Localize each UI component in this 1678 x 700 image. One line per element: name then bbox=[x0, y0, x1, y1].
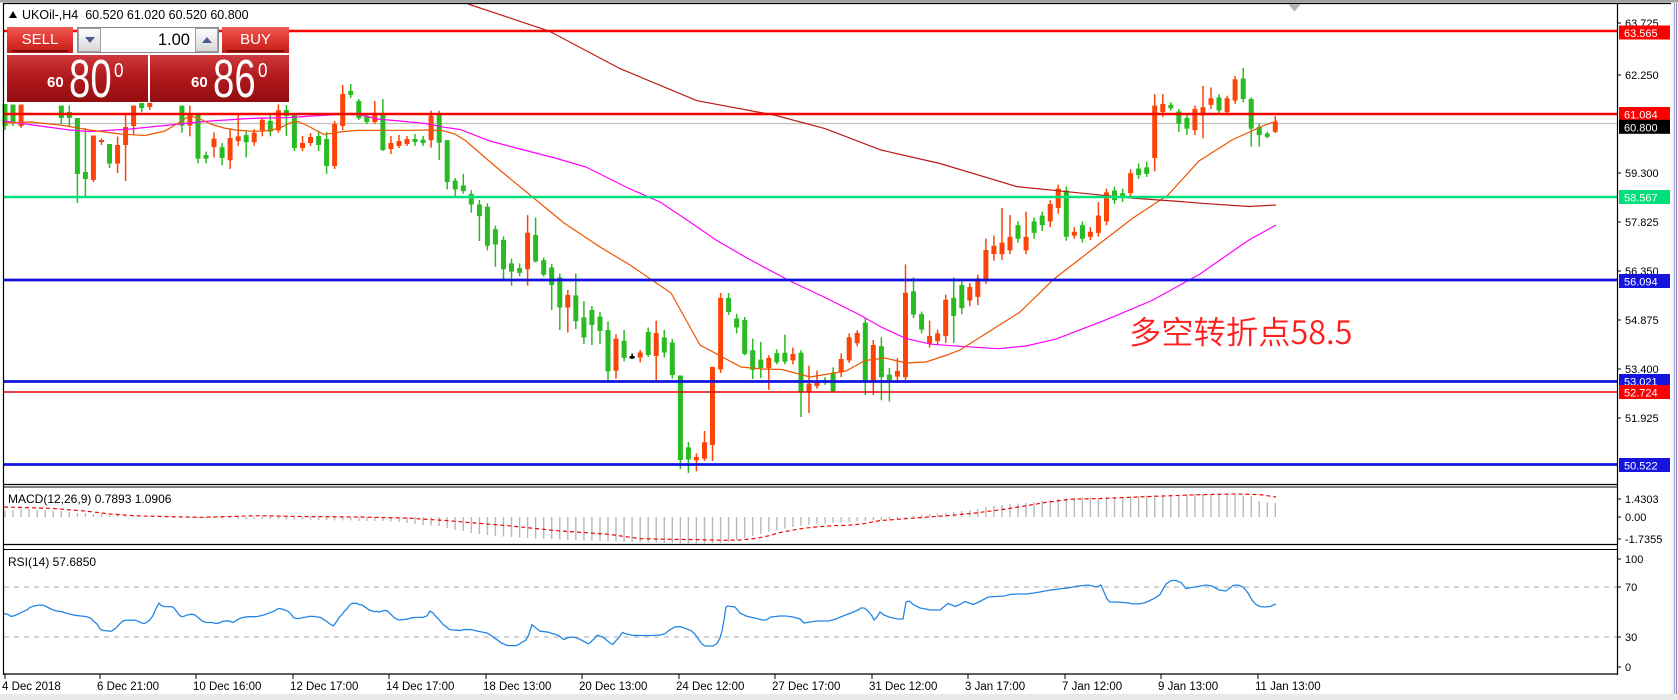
svg-text:20 Dec 13:00: 20 Dec 13:00 bbox=[579, 681, 647, 693]
svg-text:56.094: 56.094 bbox=[1624, 277, 1658, 289]
svg-text:0: 0 bbox=[1625, 662, 1631, 674]
svg-text:54.875: 54.875 bbox=[1625, 315, 1659, 327]
svg-text:1.4303: 1.4303 bbox=[1625, 494, 1659, 506]
svg-text:7 Jan 12:00: 7 Jan 12:00 bbox=[1062, 681, 1122, 693]
svg-text:59.300: 59.300 bbox=[1625, 168, 1659, 180]
svg-text:18 Dec 13:00: 18 Dec 13:00 bbox=[483, 681, 551, 693]
svg-text:53.400: 53.400 bbox=[1625, 364, 1659, 376]
svg-text:24 Dec 12:00: 24 Dec 12:00 bbox=[676, 681, 744, 693]
svg-text:-1.7355: -1.7355 bbox=[1625, 534, 1662, 546]
svg-text:57.825: 57.825 bbox=[1625, 217, 1659, 229]
svg-text:61.084: 61.084 bbox=[1624, 110, 1658, 122]
svg-text:9 Jan 13:00: 9 Jan 13:00 bbox=[1158, 681, 1218, 693]
svg-text:62.250: 62.250 bbox=[1625, 70, 1659, 82]
svg-text:58.567: 58.567 bbox=[1624, 193, 1658, 205]
svg-text:100: 100 bbox=[1625, 554, 1643, 566]
svg-text:70: 70 bbox=[1625, 582, 1637, 594]
svg-text:RSI(14) 57.6850: RSI(14) 57.6850 bbox=[8, 555, 96, 569]
svg-text:60.800: 60.800 bbox=[1624, 122, 1658, 134]
svg-text:52.724: 52.724 bbox=[1624, 388, 1658, 400]
svg-text:12 Dec 17:00: 12 Dec 17:00 bbox=[290, 681, 358, 693]
svg-text:MACD(12,26,9) 0.7893 1.0906: MACD(12,26,9) 0.7893 1.0906 bbox=[8, 492, 172, 506]
svg-text:6 Dec 21:00: 6 Dec 21:00 bbox=[97, 681, 159, 693]
svg-text:11 Jan 13:00: 11 Jan 13:00 bbox=[1255, 681, 1321, 693]
svg-text:50.522: 50.522 bbox=[1624, 461, 1658, 473]
svg-text:4 Dec 2018: 4 Dec 2018 bbox=[2, 681, 61, 693]
svg-text:UKOil-,H4 60.520 61.020 60.52: UKOil-,H4 60.520 61.020 60.520 60.800 bbox=[22, 8, 249, 22]
svg-text:10 Dec 16:00: 10 Dec 16:00 bbox=[193, 681, 261, 693]
svg-text:63.565: 63.565 bbox=[1624, 28, 1658, 40]
svg-text:27 Dec 17:00: 27 Dec 17:00 bbox=[772, 681, 840, 693]
svg-text:31 Dec 12:00: 31 Dec 12:00 bbox=[869, 681, 937, 693]
svg-text:30: 30 bbox=[1625, 632, 1637, 644]
svg-text:3 Jan 17:00: 3 Jan 17:00 bbox=[965, 681, 1025, 693]
svg-text:14 Dec 17:00: 14 Dec 17:00 bbox=[386, 681, 454, 693]
svg-text:51.925: 51.925 bbox=[1625, 413, 1659, 425]
svg-text:0.00: 0.00 bbox=[1625, 512, 1646, 524]
